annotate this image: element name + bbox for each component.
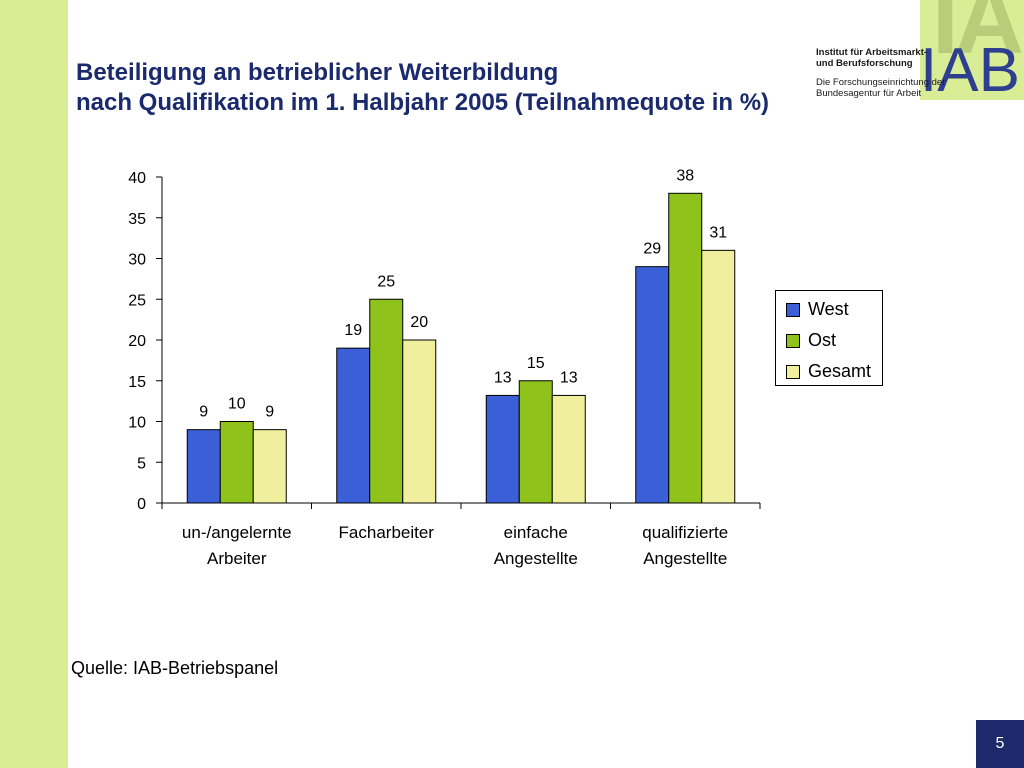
institute-line-2: und Berufsforschung	[816, 58, 913, 69]
bar-gesamt	[551, 394, 586, 504]
data-label: 10	[228, 396, 246, 413]
legend-item-gesamt: Gesamt	[786, 361, 871, 382]
data-label: 13	[494, 369, 512, 386]
x-tick-label: Arbeiter	[207, 549, 267, 568]
y-tick-label: 15	[128, 374, 146, 391]
data-label: 15	[527, 355, 545, 372]
institute-line-1: Institut für Arbeitsmarkt-	[816, 47, 928, 58]
y-tick-label: 30	[128, 252, 146, 269]
x-tick-label: un-/angelernte	[182, 523, 292, 542]
iab-logo: IAB	[920, 36, 1020, 105]
bar-west	[186, 429, 221, 504]
title-line-2: nach Qualifikation im 1. Halbjahr 2005 (…	[76, 89, 770, 116]
x-tick-label: qualifizierte	[642, 523, 728, 542]
data-label: 9	[265, 404, 274, 421]
x-tick-label: Angestellte	[643, 549, 727, 568]
data-label: 38	[676, 167, 694, 184]
bar-gesamt	[402, 339, 437, 504]
bar-ost	[369, 298, 404, 504]
bar-west	[635, 266, 670, 504]
institute-sub-line-2: Bundesagentur für Arbeit	[816, 88, 922, 99]
legend-label-west: West	[808, 299, 849, 319]
data-label: 29	[643, 241, 661, 258]
title-line-1: Beteiligung an betrieblicher Weiterbildu…	[76, 59, 559, 86]
data-label: 20	[410, 314, 428, 331]
data-label: 9	[199, 404, 208, 421]
bar-ost	[668, 192, 703, 504]
y-tick-label: 5	[137, 455, 146, 472]
bar-ost	[518, 380, 553, 504]
legend-swatch-west	[786, 302, 800, 317]
legend-item-ost: Ost	[786, 330, 836, 351]
logo-background: IAB	[920, 0, 1024, 100]
x-tick-label: Facharbeiter	[339, 523, 435, 542]
y-tick-label: 10	[128, 415, 146, 432]
bar-gesamt	[701, 249, 736, 504]
data-label: 25	[377, 273, 395, 290]
x-tick-label: Angestellte	[494, 549, 578, 568]
legend-swatch-ost	[786, 333, 800, 348]
y-tick-label: 25	[128, 292, 146, 309]
bar-ost	[219, 421, 254, 504]
institute-name: Institut für Arbeitsmarkt- und Berufsfor…	[816, 47, 945, 99]
left-decorative-bar	[0, 0, 68, 768]
y-tick-label: 20	[128, 333, 146, 350]
y-tick-label: 0	[137, 496, 146, 513]
page-number: 5	[976, 720, 1024, 768]
legend-label-gesamt: Gesamt	[808, 361, 872, 381]
bar-west	[336, 347, 371, 504]
slide-title: Beteiligung an betrieblicher Weiterbildu…	[76, 58, 769, 118]
legend-label-ost: Ost	[808, 330, 837, 350]
legend-swatch-gesamt	[786, 364, 800, 379]
legend-item-west: West	[786, 299, 849, 320]
y-tick-label: 35	[128, 211, 146, 228]
bar-west	[485, 394, 520, 504]
y-tick-label: 40	[128, 170, 146, 187]
institute-sub-line-1: Die Forschungseinrichtung der	[816, 77, 946, 88]
bar-gesamt	[252, 429, 287, 504]
chart-legend: West Ost Gesamt	[775, 290, 883, 386]
logo-background-letters: IAB	[932, 0, 1024, 74]
data-label: 19	[344, 322, 362, 339]
source-note: Quelle: IAB-Betriebspanel	[71, 658, 279, 678]
data-label: 31	[709, 224, 727, 241]
x-tick-label: einfache	[504, 523, 568, 542]
data-label: 13	[560, 369, 578, 386]
